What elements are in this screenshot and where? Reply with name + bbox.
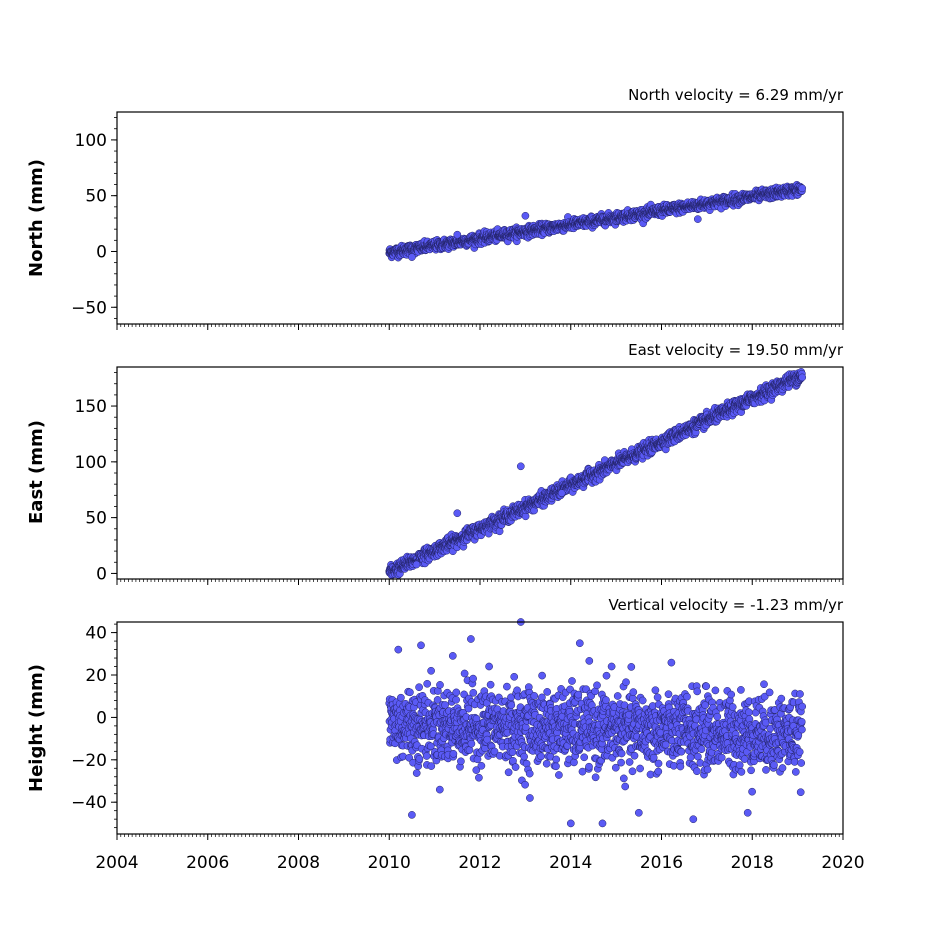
data-point: [593, 681, 601, 690]
data-point: [585, 762, 593, 771]
data-point: [449, 749, 458, 758]
data-point: [415, 755, 424, 763]
data-point: [585, 657, 594, 665]
data-point: [452, 688, 461, 697]
data-point: [552, 755, 561, 764]
data-point: [427, 762, 436, 770]
data-point: [591, 773, 600, 782]
data-point: [467, 739, 476, 748]
outlier-point: [412, 560, 421, 569]
data-point: [427, 666, 435, 675]
y-tick-label: −50: [71, 298, 107, 318]
height-panel: Vertical velocity = -1.23 mm/yr Height (…: [26, 596, 865, 873]
height-ylabel: Height (mm): [26, 664, 47, 792]
data-point: [511, 763, 520, 771]
x-tick-label: 2014: [549, 853, 592, 873]
data-point: [538, 671, 546, 680]
x-tick-label: 2012: [458, 853, 501, 873]
y-tick-label: 100: [75, 453, 107, 473]
x-tick-label: 2010: [368, 853, 411, 873]
north-panel: North velocity = 6.29 mm/yr North (mm) −…: [26, 86, 844, 330]
north-plot-frame: [116, 111, 844, 325]
data-point: [477, 761, 486, 770]
outlier-point: [453, 230, 462, 239]
east-panel: East velocity = 19.50 mm/yr East (mm) 0 5…: [26, 341, 844, 585]
x-tick-label: 2006: [186, 853, 229, 873]
north-panel-title: North velocity = 6.29 mm/yr: [628, 86, 844, 104]
x-tick-label: 2016: [640, 853, 683, 873]
data-point: [798, 373, 807, 382]
data-point: [537, 752, 545, 761]
y-tick-label: 150: [75, 397, 107, 417]
outlier-point: [453, 509, 462, 518]
data-point: [510, 672, 519, 681]
east-ylabel: East (mm): [26, 420, 47, 524]
outlier-point: [557, 489, 566, 497]
data-point: [798, 184, 807, 193]
data-point: [415, 683, 423, 692]
data-point: [530, 692, 539, 700]
data-point: [521, 723, 530, 731]
y-tick-label: 0: [96, 708, 107, 728]
y-tick-label: 50: [85, 509, 107, 529]
x-tick-label: 2008: [277, 853, 320, 873]
x-tick-label: 2018: [731, 853, 774, 873]
data-point: [397, 693, 405, 702]
data-point: [520, 752, 528, 761]
outlier-point: [521, 211, 530, 220]
outlier-point: [408, 253, 416, 261]
data-point: [525, 769, 534, 778]
data-point: [475, 773, 483, 782]
y-tick-label: 40: [85, 624, 107, 644]
data-point: [570, 758, 578, 767]
east-points: [385, 368, 807, 579]
data-point: [507, 701, 516, 709]
data-point: [457, 757, 465, 766]
height-panel-title: Vertical velocity = -1.23 mm/yr: [608, 596, 843, 614]
outlier-point: [516, 462, 525, 471]
data-point: [436, 681, 444, 689]
x-tick-label: 2004: [95, 853, 138, 873]
data-point: [460, 669, 469, 678]
data-point: [552, 762, 560, 771]
data-point: [504, 768, 513, 777]
north-points: [385, 180, 807, 262]
data-point: [508, 748, 517, 757]
data-point: [486, 680, 495, 689]
data-point: [412, 769, 421, 777]
y-tick-label: −20: [71, 751, 107, 771]
data-point: [423, 679, 432, 688]
data-point: [555, 771, 563, 779]
height-points: [385, 618, 807, 828]
y-tick-label: 50: [85, 187, 107, 207]
y-tick-label: −40: [71, 793, 107, 813]
east-panel-title: East velocity = 19.50 mm/yr: [628, 341, 844, 359]
outlier-point: [693, 215, 702, 223]
data-point: [406, 688, 414, 697]
data-point: [422, 752, 431, 760]
data-point: [435, 785, 444, 794]
y-tick-label: 0: [96, 242, 107, 262]
data-point: [543, 688, 552, 696]
data-point: [521, 780, 529, 789]
data-point: [503, 682, 511, 691]
data-point: [465, 746, 474, 754]
data-point: [568, 677, 576, 685]
data-point: [580, 753, 589, 762]
data-point: [542, 759, 551, 768]
x-tick-label: 2020: [821, 853, 864, 873]
data-point: [452, 695, 460, 704]
y-tick-label: 20: [85, 666, 107, 686]
north-ylabel: North (mm): [26, 159, 47, 277]
y-tick-label: 100: [75, 131, 107, 151]
y-tick-label: 0: [96, 564, 107, 584]
data-point: [469, 674, 477, 683]
data-point: [469, 688, 478, 697]
data-point: [464, 704, 473, 713]
north-ticks: −50 0 50 100: [71, 117, 844, 330]
